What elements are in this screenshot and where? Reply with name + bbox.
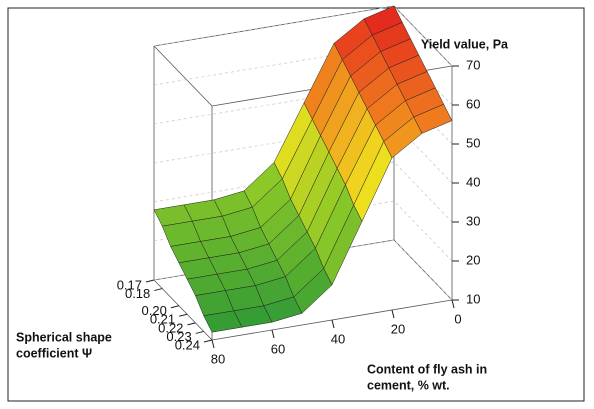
x-tick: [211, 339, 215, 349]
y-tick-label: 0.21: [150, 312, 175, 327]
x-tick-label: 0: [454, 311, 461, 326]
y-tick-label: 0.17: [117, 277, 142, 292]
z-tick-label: 30: [466, 213, 480, 228]
x-tick-label: 80: [211, 351, 225, 366]
frame: [7, 7, 585, 402]
y-tick-label: 0.20: [142, 303, 167, 318]
z-tick-label: 50: [466, 135, 480, 150]
y-tick-label: 0.22: [158, 320, 183, 335]
z-tick-label: 10: [466, 291, 480, 306]
y-axis-title: Spherical shape: [16, 330, 112, 344]
x-tick-label: 20: [391, 321, 405, 336]
x-tick: [451, 299, 455, 309]
y-tick: [203, 339, 213, 343]
surface: [153, 5, 453, 333]
y-tick-label: 0.24: [175, 337, 200, 352]
y-tick: [195, 330, 204, 334]
box-edge: [153, 45, 213, 107]
z-tick-label: 20: [466, 252, 480, 267]
x-tick: [391, 309, 395, 319]
y-tick: [170, 305, 179, 309]
x-tick: [271, 329, 275, 339]
x-tick: [331, 319, 335, 329]
z-tick-label: 70: [466, 57, 480, 72]
x-tick-label: 60: [271, 341, 285, 356]
box-edge: [153, 279, 213, 341]
surface-cell: [203, 310, 243, 333]
z-tick-label: 40: [466, 174, 480, 189]
y-tick-label: 0.23: [166, 329, 191, 344]
y-axis-title: coefficient Ψ: [16, 346, 92, 360]
y-tick: [145, 279, 155, 283]
y-tick-label: 0.18: [125, 286, 150, 301]
z-tick-label: 60: [466, 96, 480, 111]
x-tick-label: 40: [331, 331, 345, 346]
y-tick: [179, 313, 188, 317]
x-axis-title: cement, % wt.: [367, 378, 450, 392]
y-tick: [154, 288, 163, 292]
x-axis-title: Content of fly ash in: [367, 362, 487, 376]
y-tick: [187, 322, 196, 326]
axes: 102030405060700204060800.170.180.200.210…: [16, 37, 509, 392]
z-axis-title: Yield value, Pa: [421, 37, 509, 51]
